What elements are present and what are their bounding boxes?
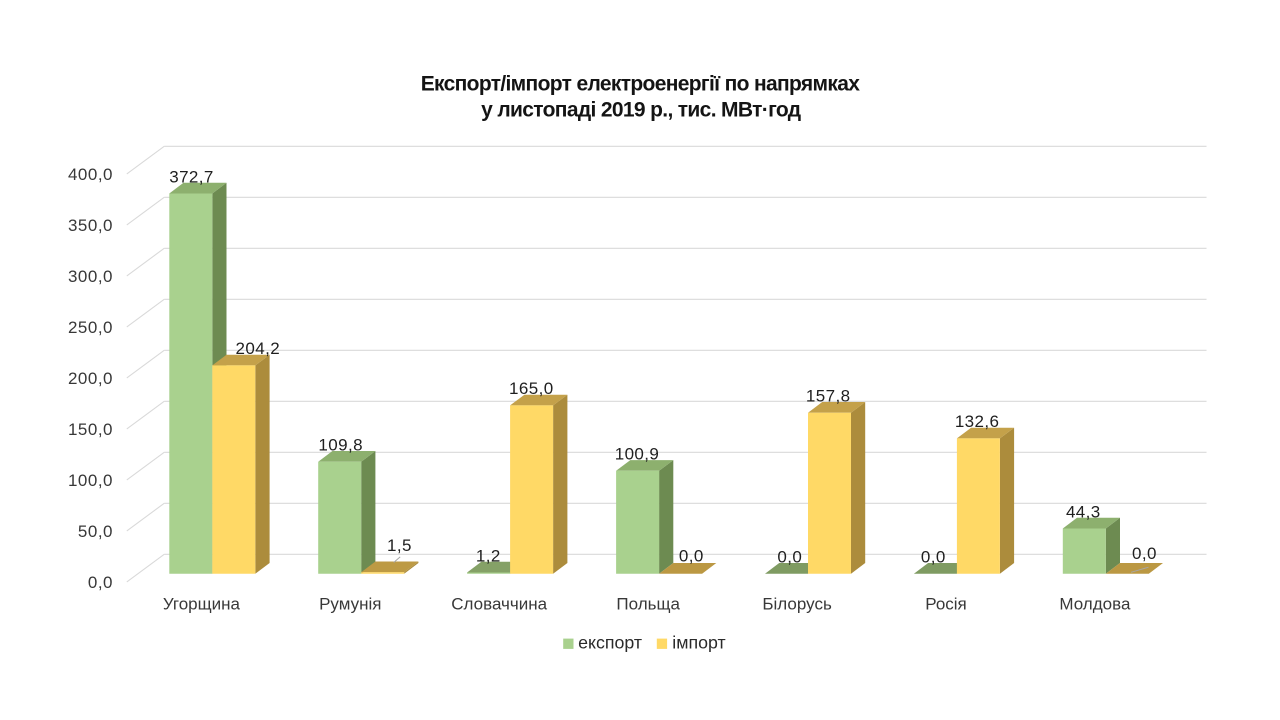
svg-text:44,3: 44,3 xyxy=(1066,502,1101,521)
svg-text:Молдова: Молдова xyxy=(1059,595,1131,614)
svg-text:Словаччина: Словаччина xyxy=(451,595,547,614)
svg-text:1,2: 1,2 xyxy=(476,546,501,565)
svg-text:50,0: 50,0 xyxy=(78,522,113,541)
svg-text:400,0: 400,0 xyxy=(68,165,113,184)
svg-text:Румунія: Румунія xyxy=(319,595,381,614)
svg-text:0,0: 0,0 xyxy=(88,573,113,592)
svg-text:Росія: Росія xyxy=(925,595,967,614)
svg-text:0,0: 0,0 xyxy=(777,548,802,567)
svg-text:165,0: 165,0 xyxy=(509,379,554,398)
svg-text:350,0: 350,0 xyxy=(68,216,113,235)
svg-text:200,0: 200,0 xyxy=(68,369,113,388)
svg-text:372,7: 372,7 xyxy=(169,167,214,186)
svg-text:Білорусь: Білорусь xyxy=(762,595,832,614)
svg-text:132,6: 132,6 xyxy=(955,412,1000,431)
svg-text:204,2: 204,2 xyxy=(236,339,281,358)
svg-text:1,5: 1,5 xyxy=(387,536,412,555)
svg-text:157,8: 157,8 xyxy=(806,387,851,406)
svg-text:300,0: 300,0 xyxy=(68,267,113,286)
svg-text:150,0: 150,0 xyxy=(68,420,113,439)
svg-text:100,9: 100,9 xyxy=(615,445,660,464)
svg-text:250,0: 250,0 xyxy=(68,318,113,337)
svg-text:0,0: 0,0 xyxy=(679,546,704,565)
svg-text:у листопаді 2019 р., тис. МВт·: у листопаді 2019 р., тис. МВт·год xyxy=(481,99,801,122)
svg-text:100,0: 100,0 xyxy=(68,471,113,490)
svg-text:імпорт: імпорт xyxy=(672,633,725,653)
svg-text:Угорщина: Угорщина xyxy=(163,595,241,614)
svg-text:0,0: 0,0 xyxy=(921,548,946,567)
svg-text:Польща: Польща xyxy=(616,595,680,614)
svg-text:0,0: 0,0 xyxy=(1132,544,1157,563)
svg-text:експорт: експорт xyxy=(578,633,642,653)
svg-text:109,8: 109,8 xyxy=(318,436,363,455)
svg-text:Експорт/імпорт електроенергії: Експорт/імпорт електроенергії по напрямк… xyxy=(421,72,861,95)
